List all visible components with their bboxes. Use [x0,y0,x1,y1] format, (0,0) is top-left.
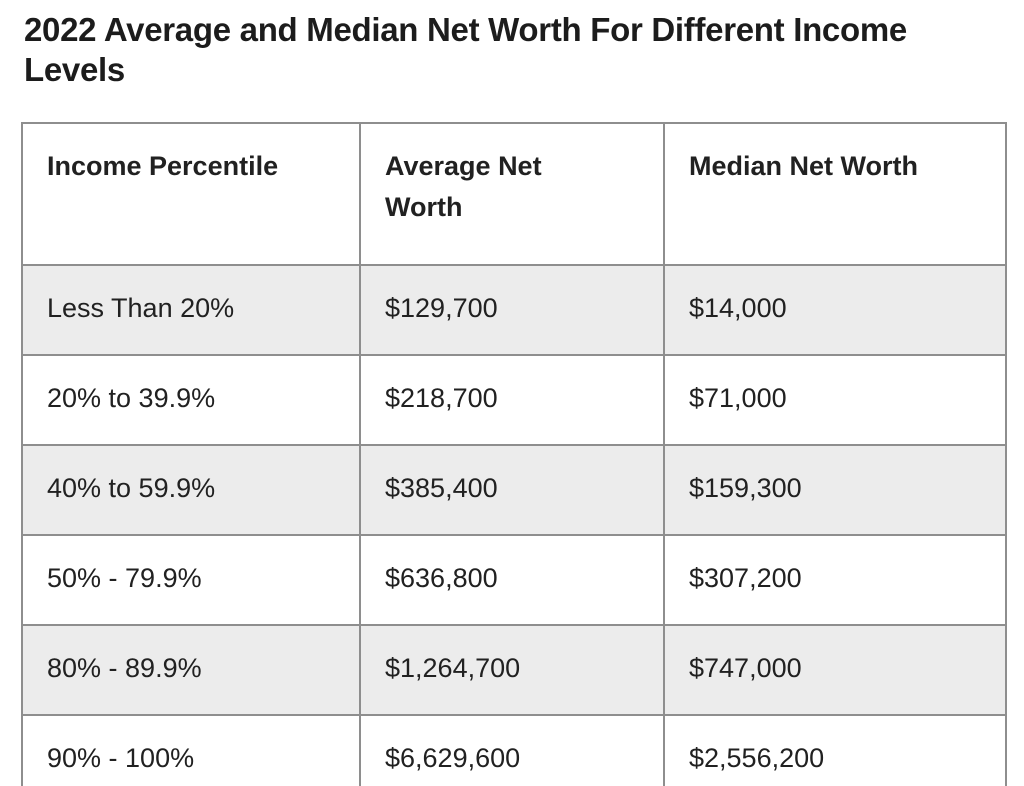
page-title: 2022 Average and Median Net Worth For Di… [24,11,907,88]
cell-income-percentile: Less Than 20% [21,264,361,357]
header-row: Income Percentile Average Net Worth Medi… [21,122,1007,267]
cell-income-percentile: 20% to 39.9% [21,354,361,447]
cell-average-net-worth: $218,700 [359,354,665,447]
table-row: 80% - 89.9% $1,264,700 $747,000 [21,624,1007,717]
cell-median-net-worth: $747,000 [663,624,1007,717]
column-header-median-net-worth: Median Net Worth [663,122,1007,267]
table-row: 50% - 79.9% $636,800 $307,200 [21,534,1007,627]
table-body: Less Than 20% $129,700 $14,000 20% to 39… [21,264,1007,786]
table-row: 90% - 100% $6,629,600 $2,556,200 [21,714,1007,786]
cell-median-net-worth: $14,000 [663,264,1007,357]
table-row: 20% to 39.9% $218,700 $71,000 [21,354,1007,447]
cell-average-net-worth: $1,264,700 [359,624,665,717]
cell-income-percentile: 90% - 100% [21,714,361,786]
cell-income-percentile: 80% - 89.9% [21,624,361,717]
cell-average-net-worth: $129,700 [359,264,665,357]
cell-average-net-worth: $6,629,600 [359,714,665,786]
cell-median-net-worth: $71,000 [663,354,1007,447]
column-header-label: Median Net Worth [689,151,918,182]
table-header: Income Percentile Average Net Worth Medi… [21,122,1007,267]
table-row: Less Than 20% $129,700 $14,000 [21,264,1007,357]
cell-median-net-worth: $2,556,200 [663,714,1007,786]
net-worth-table: Income Percentile Average Net Worth Medi… [21,122,1007,786]
table-row: 40% to 59.9% $385,400 $159,300 [21,444,1007,537]
column-header-label: Average Net Worth [385,151,542,222]
cell-average-net-worth: $636,800 [359,534,665,627]
cell-median-net-worth: $307,200 [663,534,1007,627]
cell-median-net-worth: $159,300 [663,444,1007,537]
cell-income-percentile: 40% to 59.9% [21,444,361,537]
cell-income-percentile: 50% - 79.9% [21,534,361,627]
column-header-average-net-worth: Average Net Worth [359,122,665,267]
cell-average-net-worth: $385,400 [359,444,665,537]
column-header-label: Income Percentile [47,151,279,182]
column-header-income-percentile: Income Percentile [21,122,361,267]
